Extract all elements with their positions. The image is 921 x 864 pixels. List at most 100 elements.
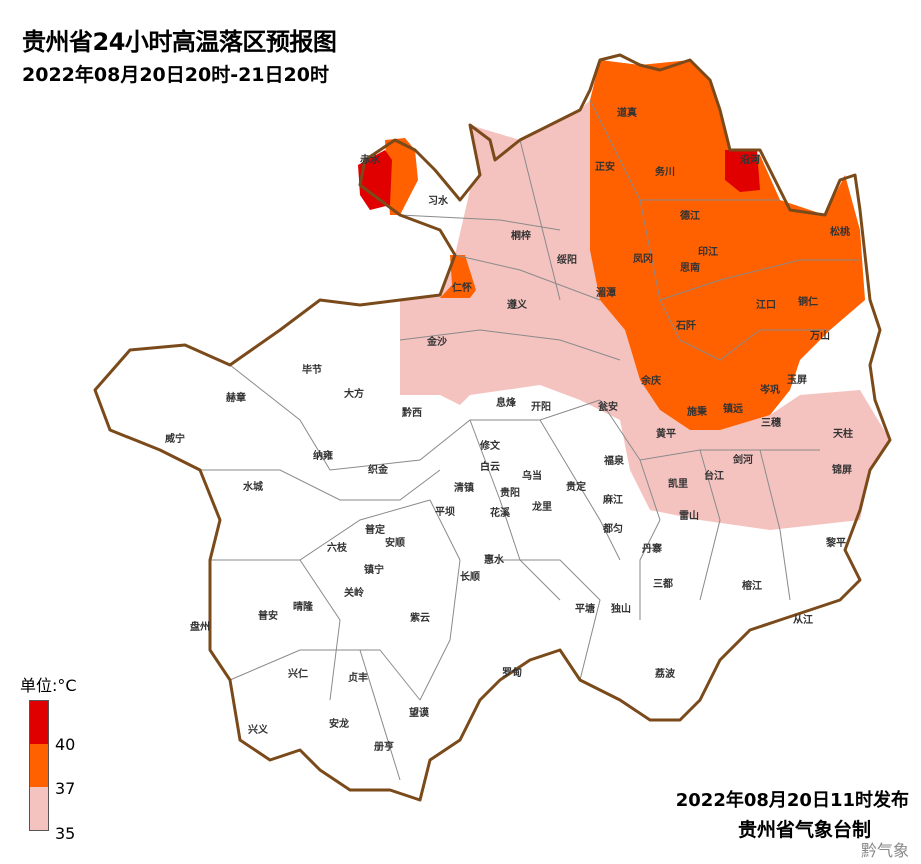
county-label: 福泉 [603,454,625,467]
county-label: 三穗 [761,416,781,429]
county-label: 天柱 [833,427,853,440]
county-boundary-line [639,459,661,620]
watermark: 黔气象 [860,841,909,860]
county-label: 兴义 [248,723,269,736]
county-label: 威宁 [165,432,185,445]
county-label: 松桃 [830,225,850,238]
county-label: 修文 [479,439,501,452]
county-label: 丹寨 [642,542,662,555]
county-boundary-line [454,254,601,301]
county-label: 锦屏 [832,463,852,476]
county-label: 镇远 [723,402,743,415]
county-label: 印江 [698,245,718,258]
county-label: 镇宁 [364,563,384,576]
county-label: 铜仁 [798,295,818,308]
county-boundary-line [210,499,431,561]
legend-bar [29,700,49,831]
zone-37-40-chishui [385,138,418,215]
county-label: 麻江 [602,493,623,506]
county-boundary-line [500,559,601,681]
county-label: 独山 [611,602,631,615]
zone-35-37 [400,100,890,530]
issue-time: 2022年08月20日11时发布 [675,790,909,811]
zone-37-40-renhuai [440,255,476,298]
county-label: 龙里 [531,500,552,513]
county-label: 水城 [242,480,263,493]
county-label: 息烽 [496,396,517,409]
map-title: 贵州省24小时高温落区预报图 [22,28,337,56]
legend-bin-37-40 [30,744,48,787]
county-boundary-line [399,214,561,231]
county-label: 六枝 [327,541,348,554]
county-label: 三都 [653,577,673,590]
county-label: 思南 [680,261,700,274]
county-boundary-line [299,559,341,701]
legend-tick-35: 35 [55,824,76,843]
county-label: 贵阳 [500,486,520,499]
county-label: 台江 [704,469,724,482]
county-label: 荔波 [654,667,676,680]
county-boundary-line [229,649,421,701]
county-label: 德江 [679,209,700,222]
county-label: 道真 [617,106,637,119]
county-boundary-line [539,419,621,561]
county-label: 瓮安 [598,400,618,413]
county-boundaries [200,99,860,781]
county-label: 册亨 [374,740,394,753]
county-label: 紫云 [410,611,430,624]
county-label: 关岭 [344,586,364,599]
county-label: 雷山 [679,509,699,522]
county-label: 仁怀 [452,281,472,294]
map-subtitle: 2022年08月20日20时-21日20时 [22,64,329,86]
county-label: 平坝 [435,505,455,518]
legend-unit: 单位:°C [20,676,77,695]
county-label: 毕节 [302,363,322,376]
county-label: 务川 [655,165,675,178]
county-label: 罗甸 [502,666,522,679]
county-label: 贞丰 [348,671,368,684]
province-border [93,53,892,802]
county-label: 晴隆 [293,600,314,613]
county-label: 长顺 [460,570,480,583]
county-label: 万山 [809,329,830,342]
zone-above-40-chishui [358,150,392,210]
county-label: 都匀 [602,522,623,535]
county-label: 石阡 [675,319,696,332]
county-label: 白云 [480,460,500,473]
county-boundary-line [469,419,561,601]
county-label: 岑巩 [759,383,780,396]
legend-tick-37: 37 [55,779,76,798]
county-label: 余庆 [640,374,661,387]
county-label: 惠水 [484,553,505,566]
county-label: 贵定 [566,480,586,493]
county-label: 花溪 [490,506,511,519]
county-label: 平塘 [575,602,595,615]
county-label: 榕江 [742,579,762,592]
legend-tick-40: 40 [55,735,76,754]
county-label: 施秉 [687,405,708,418]
county-label: 黔西 [402,406,422,419]
county-label: 桐梓 [511,229,531,242]
county-label: 开阳 [531,401,551,413]
county-label: 赫章 [226,391,246,404]
zone-above-40-yanhe [725,150,760,192]
county-label: 绥阳 [557,253,577,266]
county-boundary-line [419,499,461,701]
county-boundary-line [659,259,860,301]
county-boundary-line [519,139,561,301]
county-label: 剑河 [732,453,753,466]
county-label: 盘州 [190,620,210,633]
zone-37-40 [590,60,865,430]
county-label: 清镇 [454,481,474,494]
county-label: 正安 [595,160,615,173]
county-label: 望谟 [409,706,430,719]
county-label: 遵义 [507,298,528,311]
county-boundary-line [359,649,401,781]
county-label: 凯里 [668,477,688,490]
county-label: 普定 [365,523,385,536]
county-label: 兴仁 [288,667,308,680]
county-boundary-line [699,449,721,601]
legend-bin-35-37 [30,787,48,830]
